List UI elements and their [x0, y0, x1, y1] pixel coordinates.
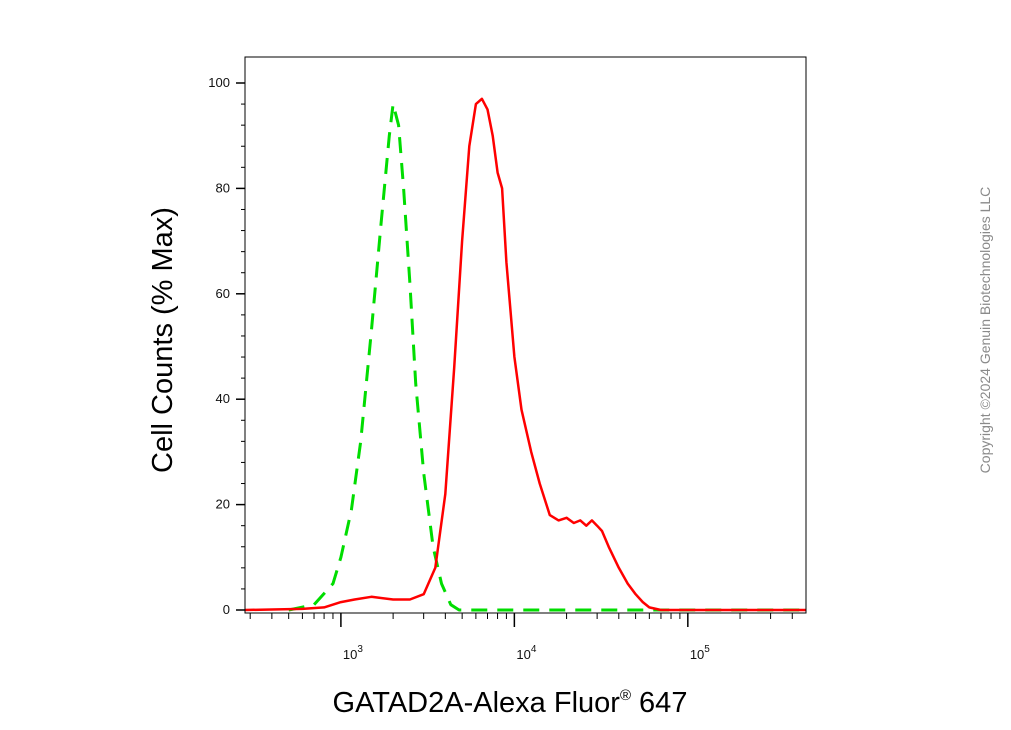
x-tick-label: 104 — [516, 644, 536, 662]
y-tick-label: 60 — [216, 286, 230, 301]
x-axis-title: GATAD2A-Alexa Fluor® 647 — [333, 687, 688, 719]
y-tick-label: 80 — [216, 180, 230, 195]
y-tick-label: 100 — [208, 75, 230, 90]
x-axis-title-suffix: 647 — [631, 687, 687, 719]
y-tick-label: 40 — [216, 391, 230, 406]
x-axis-title-main: GATAD2A-Alexa Fluor — [333, 687, 621, 719]
y-tick-label: 20 — [216, 497, 230, 512]
plot-frame — [244, 56, 807, 614]
y-axis-title: Cell Counts (% Max) — [147, 207, 179, 473]
x-tick-label: 103 — [343, 644, 363, 662]
x-tick-label: 105 — [690, 644, 710, 662]
series-line-dashed — [288, 102, 806, 612]
series-layer — [244, 97, 806, 612]
y-tick-label: 0 — [223, 602, 230, 617]
axes-layer: 0 20 40 60 80 100 103 104 105 — [208, 75, 793, 662]
copyright-watermark: Copyright ©2024 Genuin Biotechnologies L… — [977, 186, 993, 474]
x-axis-title-registered: ® — [620, 687, 631, 704]
series-line-solid — [244, 97, 806, 612]
